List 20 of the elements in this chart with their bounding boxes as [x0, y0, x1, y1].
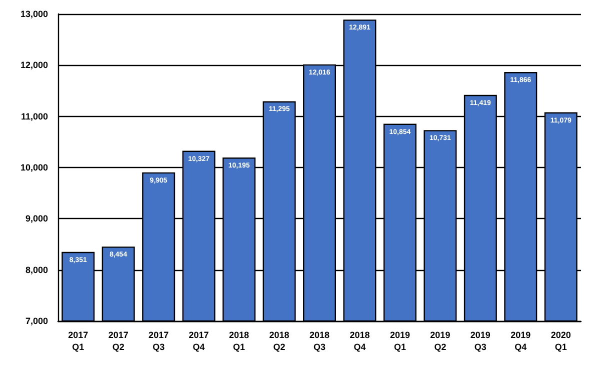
x-tick-label: 2017 Q3	[148, 330, 169, 352]
x-tick-label: 2020 Q1	[550, 330, 571, 352]
y-tick-label: 7,000	[25, 316, 48, 326]
x-tick-label: 2019 Q4	[510, 330, 531, 352]
x-tick-label: 2018 Q4	[350, 330, 370, 352]
x-tick-label: 2019 Q1	[390, 330, 410, 352]
y-tick-label: 11,000	[20, 111, 48, 122]
x-tick-label: 2017 Q2	[108, 330, 128, 352]
y-tick-label: 8,000	[25, 264, 48, 275]
x-tick-label: 2018 Q2	[269, 330, 290, 352]
y-tick-label: 9,000	[25, 214, 48, 224]
x-tick-label: 2019 Q3	[470, 330, 490, 352]
x-tick-label: 2019 Q2	[430, 330, 450, 352]
y-tick-label: 13,000	[20, 9, 48, 19]
x-tick-label: 2017 Q4	[188, 330, 209, 352]
y-tick-label: 10,000	[20, 162, 48, 172]
x-tick-label: 2018 Q3	[309, 330, 330, 352]
x-tick-label: 2018 Q1	[229, 330, 250, 352]
x-tick-label: 2017 Q1	[68, 330, 88, 352]
y-tick-label: 12,000	[20, 60, 48, 70]
